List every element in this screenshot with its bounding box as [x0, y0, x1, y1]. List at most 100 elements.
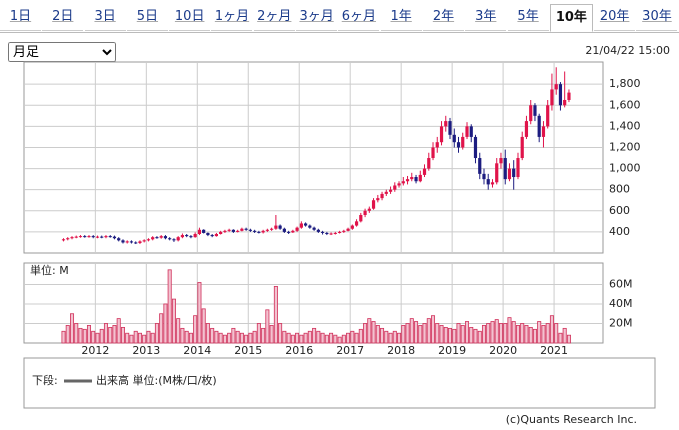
- candle-body: [253, 230, 257, 232]
- volume-bar: [299, 334, 304, 344]
- volume-bar: [273, 286, 278, 344]
- candle-body: [371, 200, 376, 209]
- legend-box: [23, 357, 656, 409]
- candle-body: [231, 229, 235, 232]
- tab[interactable]: 30年: [636, 4, 678, 31]
- volume-bar: [197, 282, 202, 344]
- volume-bar: [269, 325, 274, 344]
- tab[interactable]: 1年: [380, 4, 422, 31]
- candle-body: [274, 225, 278, 229]
- candle-body: [261, 230, 265, 233]
- volume-bar: [350, 330, 355, 344]
- timestamp: 21/04/22 15:00: [585, 44, 670, 57]
- tab[interactable]: 3ヶ月: [296, 4, 338, 31]
- volume-bar: [443, 326, 448, 344]
- x-tick-label: 2021: [540, 344, 568, 357]
- volume-bar: [163, 303, 168, 344]
- tab[interactable]: 3年: [465, 4, 507, 31]
- legend-title: 下段:: [32, 373, 58, 387]
- candle-body: [66, 238, 70, 240]
- candle-body: [70, 237, 74, 239]
- candle-body: [125, 241, 129, 243]
- candle-body: [206, 232, 210, 236]
- volume-unit: 単位: M: [30, 263, 69, 277]
- candle-body: [529, 105, 533, 122]
- volume-bar: [167, 269, 172, 344]
- tab[interactable]: 5日: [126, 4, 168, 31]
- candle-body: [567, 92, 571, 100]
- candle-body: [346, 228, 350, 231]
- x-tick-label: 2018: [387, 344, 415, 357]
- tab[interactable]: 6ヶ月: [338, 4, 380, 31]
- volume-bar: [210, 327, 215, 344]
- volume-bar: [549, 315, 554, 344]
- volume-bar: [375, 325, 380, 344]
- volume-bar: [341, 334, 346, 344]
- tab[interactable]: 5年: [507, 4, 549, 31]
- candle-body: [270, 228, 274, 230]
- candle-body: [325, 232, 329, 235]
- candle-body: [524, 121, 529, 137]
- candle-body: [223, 230, 227, 232]
- candle-body: [388, 189, 393, 192]
- candle-body: [427, 158, 431, 169]
- volume-bar: [116, 318, 121, 344]
- volume-bar: [120, 326, 125, 344]
- candle-body: [248, 229, 253, 231]
- volume-bar: [320, 332, 325, 344]
- x-tick-label: 2012: [81, 344, 109, 357]
- y-tick-label: 60M: [609, 277, 633, 290]
- volume-bar: [477, 330, 482, 344]
- candle-body: [282, 228, 286, 232]
- candle-body: [240, 228, 244, 231]
- x-tick-label: 2015: [234, 344, 262, 357]
- tab[interactable]: 10日: [169, 4, 211, 31]
- candle-body: [159, 236, 163, 238]
- period-select[interactable]: 月足: [8, 42, 116, 62]
- volume-bar: [435, 323, 440, 344]
- candle-body: [507, 168, 512, 180]
- candle-body: [202, 229, 206, 233]
- volume-bar: [511, 321, 516, 344]
- volume-bar: [452, 328, 457, 344]
- volume-bar: [371, 321, 376, 344]
- tab[interactable]: 2ヶ月: [253, 4, 295, 31]
- volume-bar: [473, 328, 478, 344]
- candle-body: [537, 115, 541, 137]
- candle-body: [563, 99, 567, 106]
- candle-body: [210, 235, 214, 237]
- candle-body: [257, 231, 261, 233]
- candle-body: [550, 89, 554, 106]
- candle-body: [312, 227, 316, 230]
- volume-bar: [541, 325, 546, 344]
- tab[interactable]: 3日: [84, 4, 126, 31]
- candle-body: [180, 235, 185, 238]
- volume-bar: [142, 334, 147, 344]
- tab[interactable]: 1ヶ月: [211, 4, 253, 31]
- volume-bar: [103, 323, 108, 344]
- volume-bar: [171, 298, 176, 344]
- volume-bar: [252, 330, 257, 344]
- volume-bar: [201, 308, 206, 344]
- candle-body: [376, 198, 380, 201]
- volume-bar: [159, 313, 164, 344]
- candle-body: [121, 240, 125, 243]
- candle-body: [541, 126, 546, 137]
- volume-bar: [507, 317, 512, 344]
- volume-bar: [498, 323, 503, 344]
- tab[interactable]: 20年: [594, 4, 636, 31]
- volume-bar: [367, 318, 372, 344]
- candle-body: [401, 181, 405, 184]
- candle-body: [129, 241, 134, 243]
- tab[interactable]: 1日: [0, 4, 41, 31]
- candle-body: [512, 168, 516, 178]
- volume-bar: [329, 332, 334, 344]
- tab-bar: 1日 2日 3日 5日 10日 1ヶ月 2ヶ月 3ヶ月 6ヶ月 1年 2年 3年 5年 10年 20年 30年: [0, 4, 679, 33]
- candle-body: [112, 236, 117, 239]
- tab[interactable]: 2日: [42, 4, 84, 31]
- tab[interactable]: 2年: [422, 4, 464, 31]
- tab[interactable]: 10年: [549, 4, 593, 32]
- candle-body: [465, 126, 469, 137]
- volume-bar: [239, 332, 244, 344]
- volume-bar: [520, 323, 525, 344]
